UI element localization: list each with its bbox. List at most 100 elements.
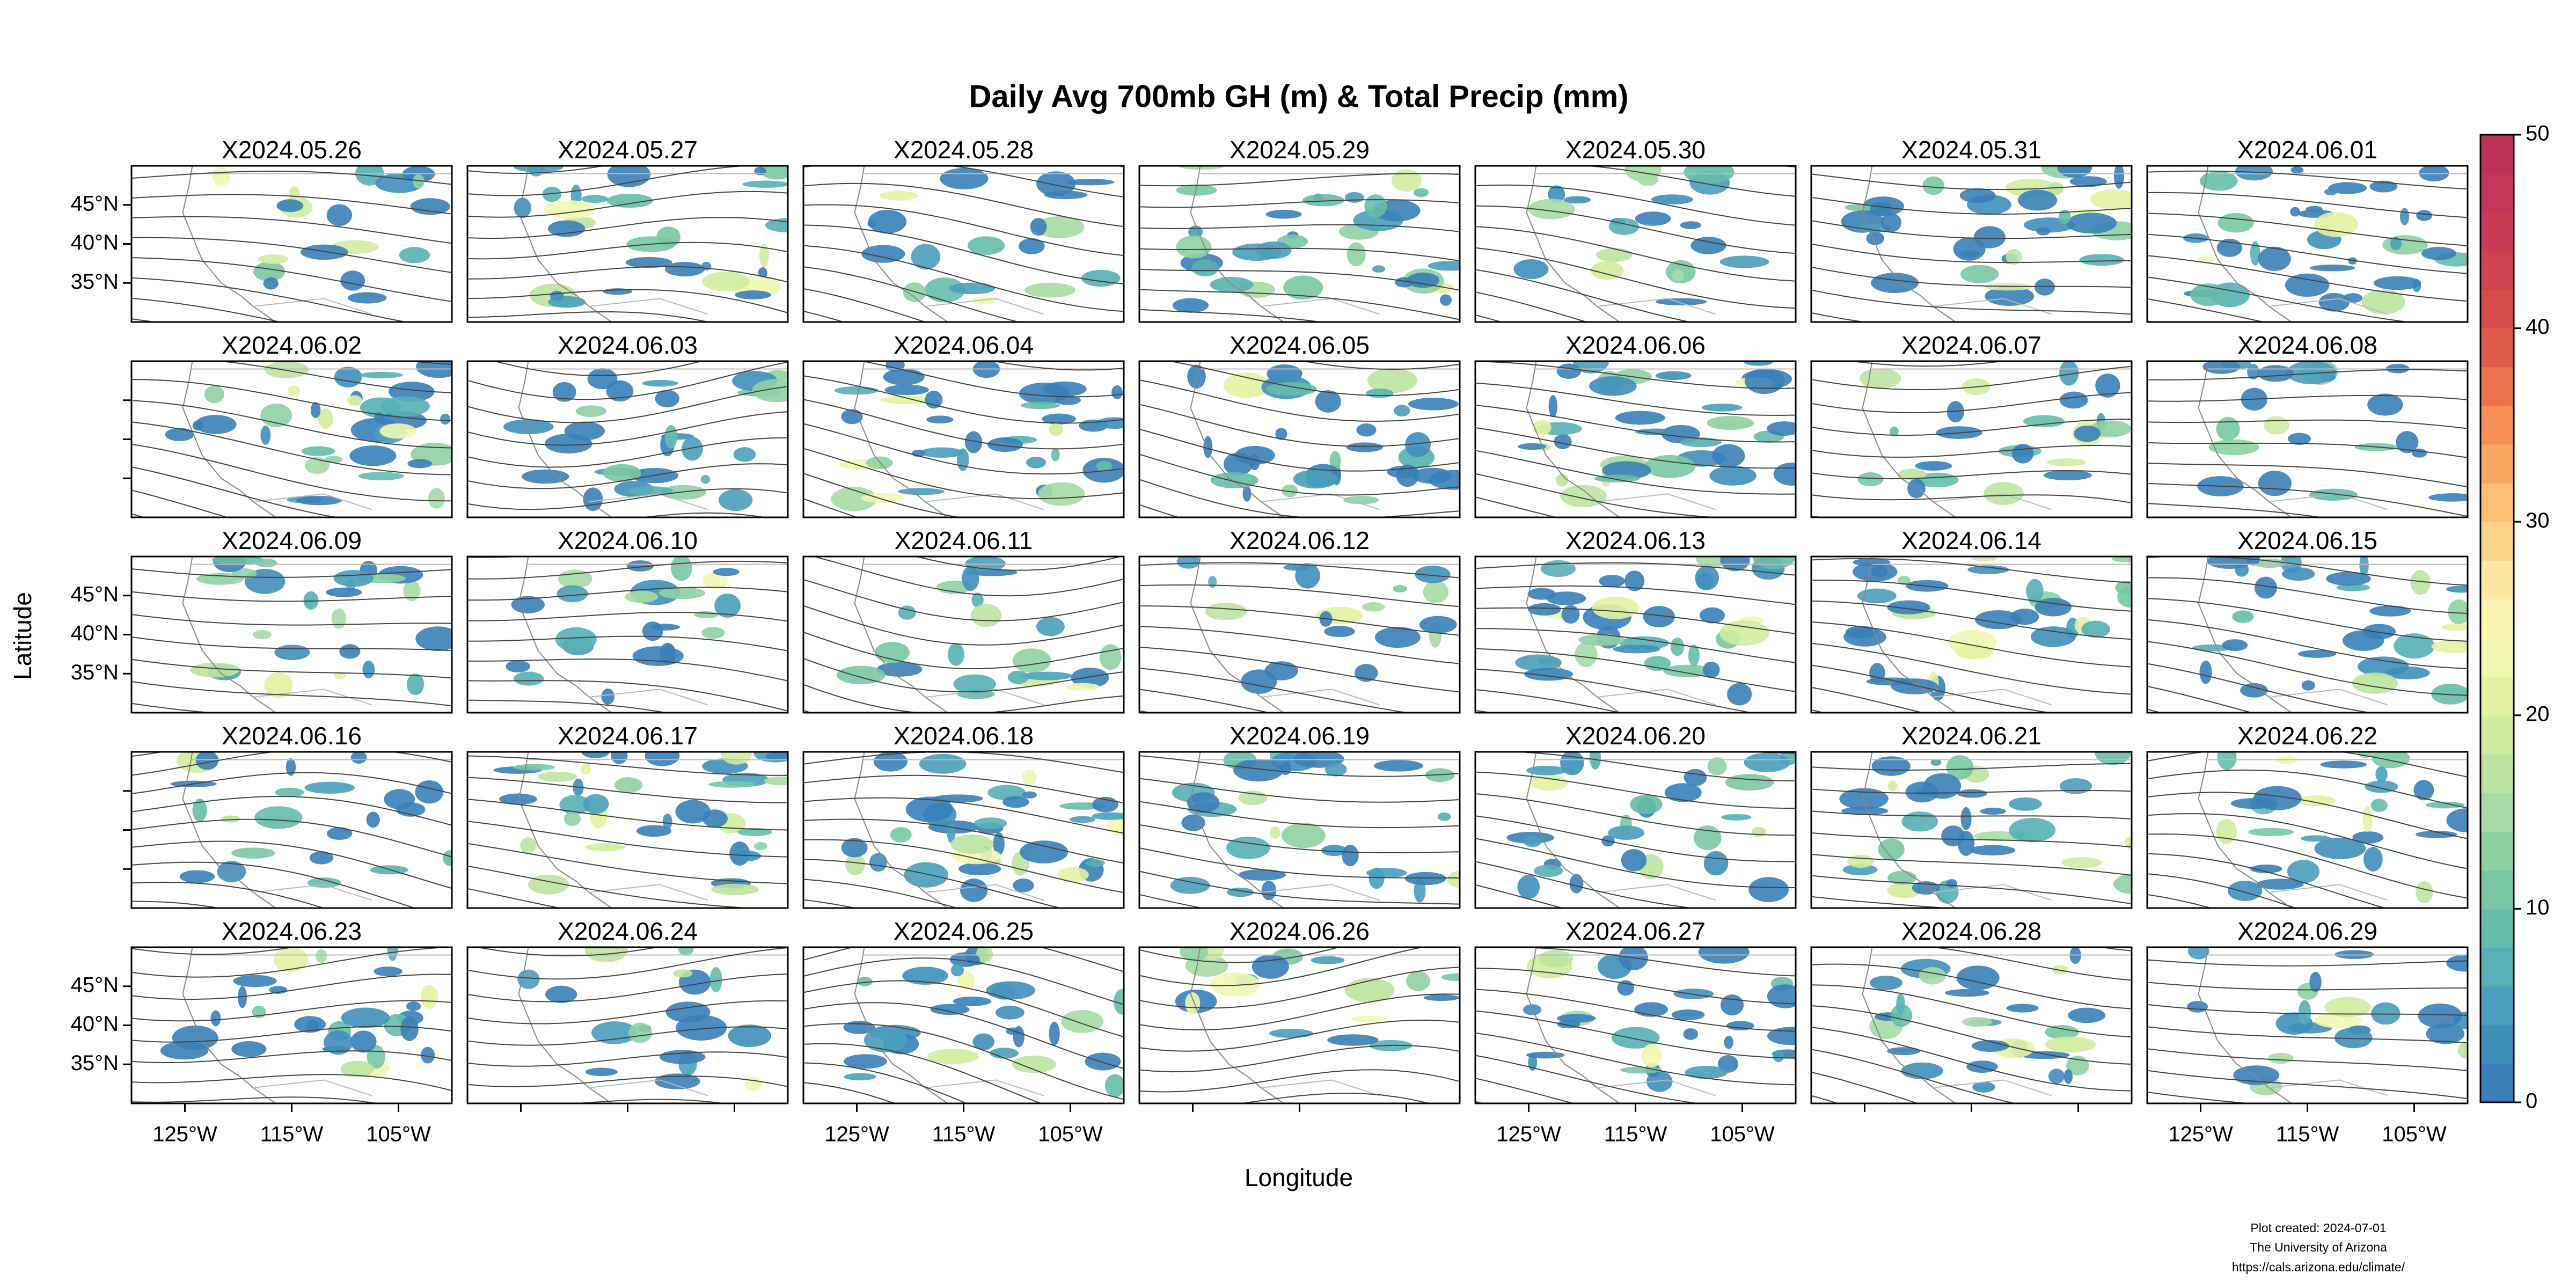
contour-line (467, 1075, 788, 1087)
precip-area (1719, 620, 1769, 646)
precip-area (544, 434, 592, 453)
precip-area (1315, 390, 1341, 413)
precip-area (358, 472, 404, 480)
contour-line (131, 379, 452, 421)
precip-area (626, 560, 654, 572)
precip-area (1690, 237, 1726, 254)
x-tick-label: 125°W (2168, 1123, 2233, 1146)
precip-area (2248, 828, 2294, 836)
precip-area (2352, 831, 2384, 844)
contour-line (467, 1051, 788, 1067)
contour-line (1139, 626, 1460, 664)
precip-area (2035, 598, 2072, 617)
coastline (518, 361, 612, 517)
precip-area (362, 660, 375, 678)
contour-line (803, 166, 1124, 197)
precip-area (2352, 672, 2398, 694)
panel-frame (466, 165, 789, 323)
contour-line (1139, 428, 1460, 472)
contour-line (803, 245, 1124, 312)
precip-area (1527, 603, 1561, 616)
contour-line (1475, 405, 1796, 443)
panel-title: X2024.06.28 (1901, 917, 2041, 945)
precip-area (664, 425, 678, 449)
precip-area (645, 752, 680, 766)
precip-area (2258, 246, 2291, 272)
contour-line (131, 568, 452, 578)
precip-area (879, 191, 918, 201)
contour-line (2147, 619, 2468, 669)
precip-area (1744, 752, 1790, 772)
precip-area (1930, 759, 1942, 766)
y-tick-label: 40°N (71, 231, 119, 254)
precip-area (869, 853, 888, 872)
precip-area (340, 270, 365, 291)
precip-area (841, 838, 868, 858)
precip-area (1683, 1028, 1699, 1040)
colorbar-band (2480, 676, 2514, 716)
precip-area (2045, 1036, 2096, 1053)
contour-line (467, 1000, 788, 1024)
precip-area (868, 209, 907, 234)
precip-area (2281, 567, 2315, 581)
precip-area (1971, 557, 1997, 562)
precip-area (642, 379, 678, 387)
precip-area (611, 752, 628, 764)
precip-area (1394, 405, 1410, 417)
precip-area (2069, 176, 2107, 187)
precip-area (1051, 448, 1060, 462)
precip-area (2324, 188, 2338, 195)
precip-area (1321, 845, 1348, 857)
contour-line (1811, 494, 2132, 503)
precip-area (1523, 1004, 1542, 1015)
precip-area (1527, 199, 1575, 219)
contour-line (1139, 268, 1460, 291)
precip-area (1002, 796, 1029, 808)
colorbar-band (2480, 599, 2514, 639)
border (2268, 1079, 2388, 1096)
contour-line (1811, 196, 2132, 215)
colorbar-band (2480, 289, 2514, 329)
y-tick-label: 45°N (71, 192, 119, 215)
contour-line (1139, 1019, 1460, 1052)
precip-area (2362, 806, 2373, 832)
border (1597, 493, 1716, 510)
contour-line (131, 795, 452, 826)
precip-area (1283, 564, 1310, 571)
contour-line (131, 1026, 452, 1043)
border (253, 298, 372, 315)
precip-area (326, 827, 353, 840)
contour-line (131, 1050, 452, 1064)
contour-line (1475, 628, 1796, 663)
contour-line (1475, 607, 1796, 634)
precip-area (1743, 361, 1774, 366)
panel-title: X2024.06.23 (222, 917, 362, 945)
coastline (518, 166, 612, 322)
precip-area (607, 166, 651, 187)
panel-title: X2024.06.09 (222, 526, 362, 554)
precip-area (1941, 825, 1965, 847)
panel-title: X2024.06.26 (1230, 917, 1370, 945)
contour-line (1811, 444, 2132, 458)
precip-area (1233, 758, 1284, 782)
colorbar-band (2480, 444, 2514, 484)
contour-line (803, 879, 959, 908)
colorbar-band (2480, 870, 2514, 909)
panel-title: X2024.06.19 (1230, 722, 1370, 750)
map-panel (1475, 752, 1796, 908)
precip-area (2431, 640, 2468, 653)
precip-area (947, 820, 956, 844)
contour-line (1475, 1010, 1796, 1059)
contour-line (131, 277, 408, 322)
contour-line (1811, 243, 2132, 264)
contour-line (1139, 993, 1460, 1031)
precip-area (347, 395, 363, 406)
precip-area (217, 861, 246, 883)
contour-line (803, 947, 1124, 972)
precip-area (1447, 871, 1460, 888)
panel-frame (2146, 751, 2469, 909)
precip-area (2036, 227, 2051, 236)
precip-area (1518, 443, 1547, 450)
panel-title: X2024.06.12 (1230, 526, 1370, 554)
precip-area (1871, 756, 1911, 776)
